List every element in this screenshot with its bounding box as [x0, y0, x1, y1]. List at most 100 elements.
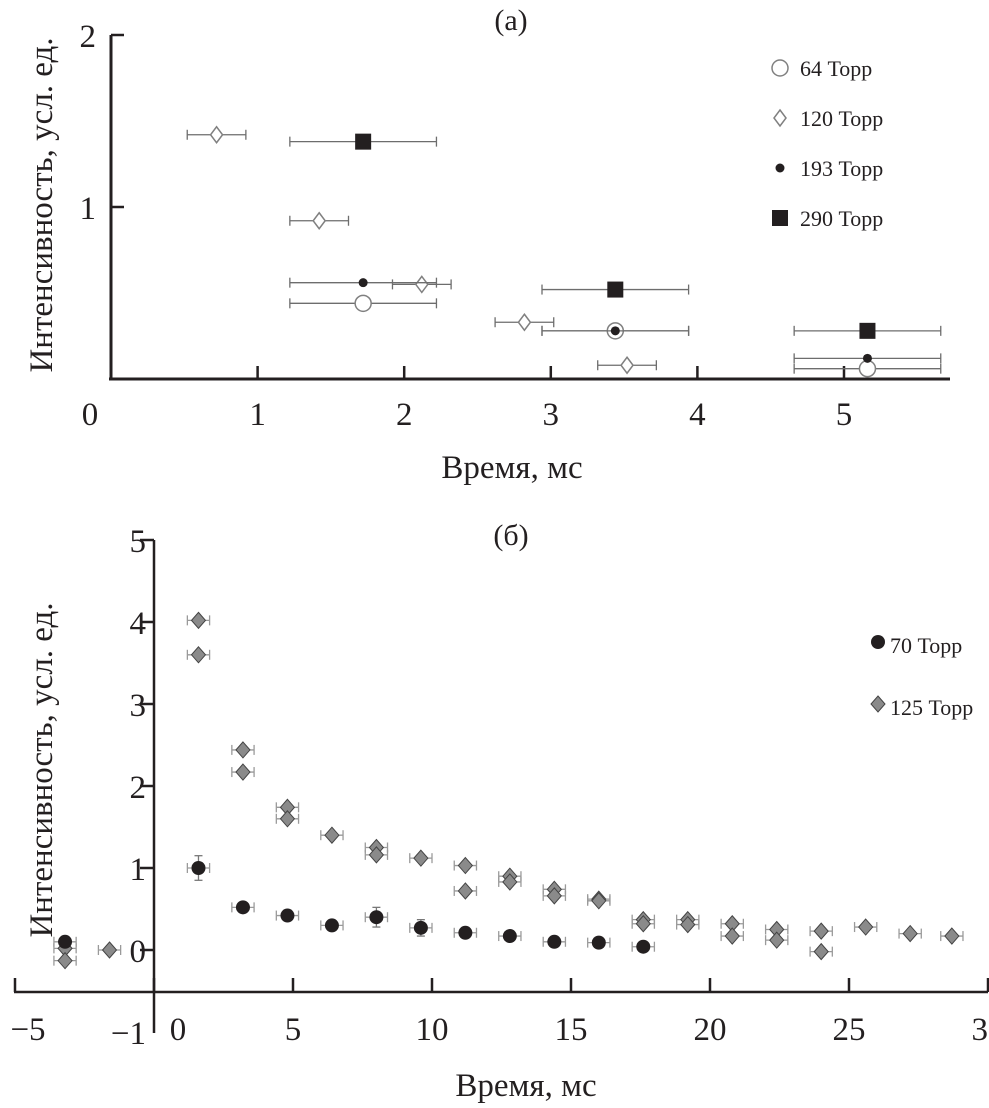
filled-circle-marker	[58, 934, 73, 949]
gray-diamond-marker	[279, 810, 296, 828]
open-diamond-marker	[209, 125, 224, 145]
panel-b-title: (б)	[493, 519, 528, 552]
gray-diamond-marker	[190, 611, 207, 630]
data-point	[457, 882, 474, 900]
data-point	[944, 927, 960, 945]
panel-a-x-tick-label: 2	[396, 397, 413, 433]
gray-diamond-marker	[457, 856, 474, 875]
gray-diamond-marker	[591, 892, 607, 910]
panel-b-y-tick-label: 4	[130, 606, 147, 642]
open-diamond-marker	[517, 312, 532, 332]
open-diamond-marker	[414, 275, 429, 294]
panel-b-ylabel: Интенсивность, усл. ед.	[24, 602, 60, 937]
data-point	[517, 312, 532, 332]
data-point	[546, 887, 562, 905]
gray-diamond-marker	[858, 918, 874, 936]
data-point	[58, 934, 73, 949]
data-point	[620, 355, 634, 375]
filled-circle-marker	[871, 635, 885, 649]
data-point	[279, 810, 296, 828]
data-point	[209, 125, 224, 145]
data-point	[610, 326, 620, 336]
panel-a-x-tick-label: 5	[836, 397, 853, 433]
data-point	[190, 611, 207, 630]
data-point	[235, 900, 250, 915]
data-point	[413, 849, 429, 867]
filled-circle-marker	[775, 163, 785, 173]
panel-a-y-tick-label: 2	[80, 19, 97, 55]
data-point	[191, 861, 206, 875]
panel-b-x-tick-label: 30	[972, 1012, 989, 1048]
data-point	[324, 918, 339, 933]
panel-a-y-tick-label: 1	[80, 191, 97, 227]
panel-b-y-tick-label: 0	[130, 934, 147, 970]
panel-a-x-tick-label: 3	[543, 397, 560, 433]
gray-diamond-marker	[101, 941, 118, 959]
filled-square-marker	[859, 322, 876, 339]
gray-diamond-marker	[57, 951, 73, 970]
data-point	[280, 908, 295, 923]
panel-a-x-tick-label: 4	[689, 397, 706, 433]
data-point	[190, 646, 207, 664]
filled-circle-marker	[458, 925, 473, 940]
legend-marker	[772, 210, 788, 226]
data-point	[458, 925, 473, 940]
data-point	[858, 359, 877, 378]
data-point	[547, 934, 562, 949]
data-point	[312, 211, 327, 231]
filled-circle-marker	[280, 908, 295, 923]
data-point	[354, 294, 372, 313]
open-circle-marker	[771, 59, 789, 77]
data-point	[358, 278, 368, 288]
panel-a-x-tick-label: 0	[82, 397, 99, 433]
panel-a-title: (а)	[494, 4, 527, 37]
legend-marker	[771, 59, 789, 77]
data-point	[862, 353, 872, 363]
legend-marker	[870, 695, 886, 713]
panel-b-y-tick-label: −1	[111, 1016, 146, 1052]
data-point	[607, 281, 624, 298]
open-diamond-marker	[620, 355, 634, 375]
panel-b-x-tick-label: −5	[10, 1012, 45, 1048]
data-point	[591, 935, 606, 950]
filled-circle-marker	[324, 918, 339, 933]
legend-label: 125 Торр	[890, 695, 973, 720]
gray-diamond-marker	[502, 873, 518, 891]
panel-a-ylabel: Интенсивность, усл. ед.	[24, 37, 60, 372]
filled-circle-marker	[235, 900, 250, 915]
panel-b-y-tick-label: 1	[130, 852, 147, 888]
panel-a-xlabel: Время, мс	[441, 450, 582, 486]
open-circle-marker	[858, 359, 877, 378]
panel-a-x-tick-label: 1	[249, 397, 266, 433]
panel-b-x-tick-label: 15	[555, 1012, 588, 1048]
filled-square-marker	[772, 210, 788, 226]
gray-diamond-marker	[724, 927, 740, 945]
gray-diamond-marker	[457, 882, 474, 900]
data-point	[457, 856, 474, 875]
data-point	[101, 941, 118, 959]
legend-label: 64 Торр	[800, 56, 872, 81]
gray-diamond-marker	[680, 915, 696, 934]
filled-circle-marker	[358, 278, 368, 288]
panel-b-y-tick-label: 3	[130, 688, 147, 724]
data-point	[635, 915, 651, 933]
panel-b-xlabel: Время, мс	[455, 1068, 596, 1104]
gray-diamond-marker	[902, 924, 918, 943]
legend-marker	[775, 163, 785, 173]
panel-b-x-tick-label: 0	[170, 1012, 187, 1048]
filled-circle-marker	[547, 934, 562, 949]
legend-marker	[773, 108, 787, 128]
gray-diamond-marker	[190, 646, 207, 664]
filled-circle-marker	[862, 353, 872, 363]
filled-circle-marker	[502, 929, 517, 944]
gray-diamond-marker	[635, 915, 651, 933]
filled-circle-marker	[591, 935, 606, 950]
gray-diamond-marker	[324, 826, 340, 844]
data-point	[502, 929, 517, 944]
data-point	[324, 826, 340, 844]
panel-b-x-tick-label: 25	[833, 1012, 866, 1048]
filled-circle-marker	[610, 326, 620, 336]
data-point	[902, 924, 918, 943]
